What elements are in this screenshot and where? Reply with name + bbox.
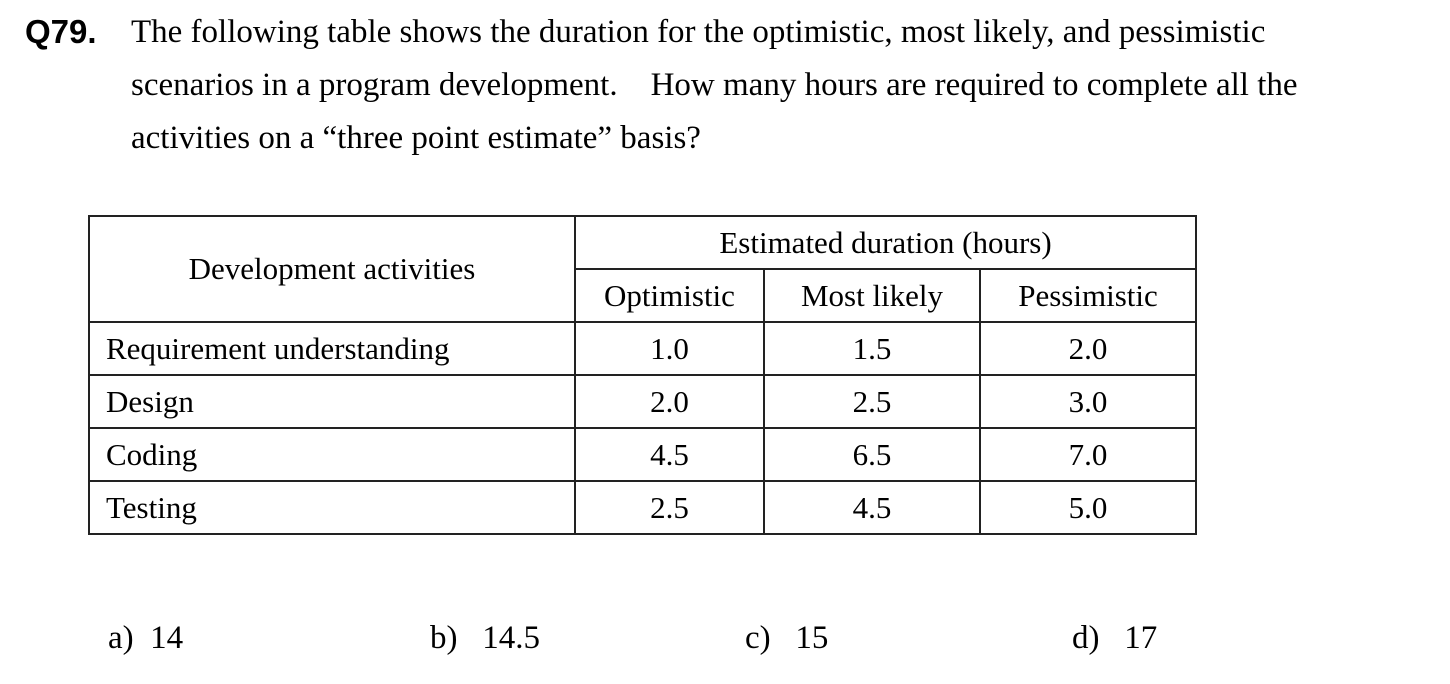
- option-value: 14: [150, 620, 184, 656]
- option-label: b): [430, 620, 458, 656]
- table-row: Coding 4.5 6.5 7.0: [88, 427, 1197, 482]
- question-text-line-2: scenarios in a program development. How …: [131, 67, 1298, 103]
- most-likely-value: 4.5: [763, 480, 981, 535]
- activity-name: Design: [88, 374, 576, 429]
- duration-table: Development activities Estimated duratio…: [88, 215, 1197, 535]
- optimistic-column-header: Optimistic: [574, 268, 765, 323]
- most-likely-value: 2.5: [763, 374, 981, 429]
- answer-option-d[interactable]: d) 17: [1072, 618, 1157, 658]
- pessimistic-value: 3.0: [979, 374, 1197, 429]
- activity-name: Coding: [88, 427, 576, 482]
- activity-name: Requirement understanding: [88, 321, 576, 376]
- most-likely-column-header: Most likely: [763, 268, 981, 323]
- activity-column-header: Development activities: [88, 215, 576, 323]
- table-row: Requirement understanding 1.0 1.5 2.0: [88, 321, 1197, 376]
- pessimistic-value: 5.0: [979, 480, 1197, 535]
- optimistic-value: 4.5: [574, 427, 765, 482]
- answer-option-a[interactable]: a) 14: [108, 618, 183, 658]
- option-label: d): [1072, 620, 1100, 656]
- question-text-line-1: The following table shows the duration f…: [131, 14, 1266, 50]
- option-label: a): [108, 620, 134, 656]
- table-subheader-row: Optimistic Most likely Pessimistic: [89, 268, 1197, 323]
- estimated-duration-header: Estimated duration (hours): [574, 215, 1197, 270]
- table-row: Design 2.0 2.5 3.0: [88, 374, 1197, 429]
- answer-option-c[interactable]: c) 15: [745, 618, 828, 658]
- pessimistic-value: 2.0: [979, 321, 1197, 376]
- option-value: 17: [1124, 620, 1158, 656]
- option-value: 15: [795, 620, 829, 656]
- most-likely-value: 1.5: [763, 321, 981, 376]
- table-row: Testing 2.5 4.5 5.0: [88, 480, 1197, 535]
- question-number: Q79.: [25, 13, 97, 50]
- optimistic-value: 1.0: [574, 321, 765, 376]
- optimistic-value: 2.5: [574, 480, 765, 535]
- option-label: c): [745, 620, 771, 656]
- pessimistic-column-header: Pessimistic: [979, 268, 1197, 323]
- table-header-row: Development activities Estimated duratio…: [88, 215, 1197, 323]
- answer-option-b[interactable]: b) 14.5: [430, 618, 540, 658]
- option-value: 14.5: [482, 620, 540, 656]
- activity-name: Testing: [88, 480, 576, 535]
- question-text-line-3: activities on a “three point estimate” b…: [131, 120, 701, 156]
- most-likely-value: 6.5: [763, 427, 981, 482]
- pessimistic-value: 7.0: [979, 427, 1197, 482]
- optimistic-value: 2.0: [574, 374, 765, 429]
